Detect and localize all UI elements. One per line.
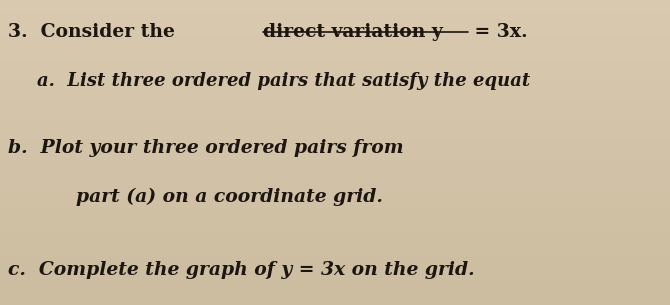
Text: = 3x.: = 3x.	[468, 23, 527, 41]
Text: 3.  Consider the: 3. Consider the	[8, 23, 182, 41]
Text: a.  List three ordered pairs that satisfy the equat: a. List three ordered pairs that satisfy…	[37, 72, 530, 90]
Text: c.  Complete the graph of y = 3x on the grid.: c. Complete the graph of y = 3x on the g…	[8, 261, 474, 279]
Text: b.  Plot your three ordered pairs from: b. Plot your three ordered pairs from	[8, 139, 403, 157]
Text: direct variation y: direct variation y	[263, 23, 444, 41]
Text: part (a) on a coordinate grid.: part (a) on a coordinate grid.	[37, 188, 383, 206]
